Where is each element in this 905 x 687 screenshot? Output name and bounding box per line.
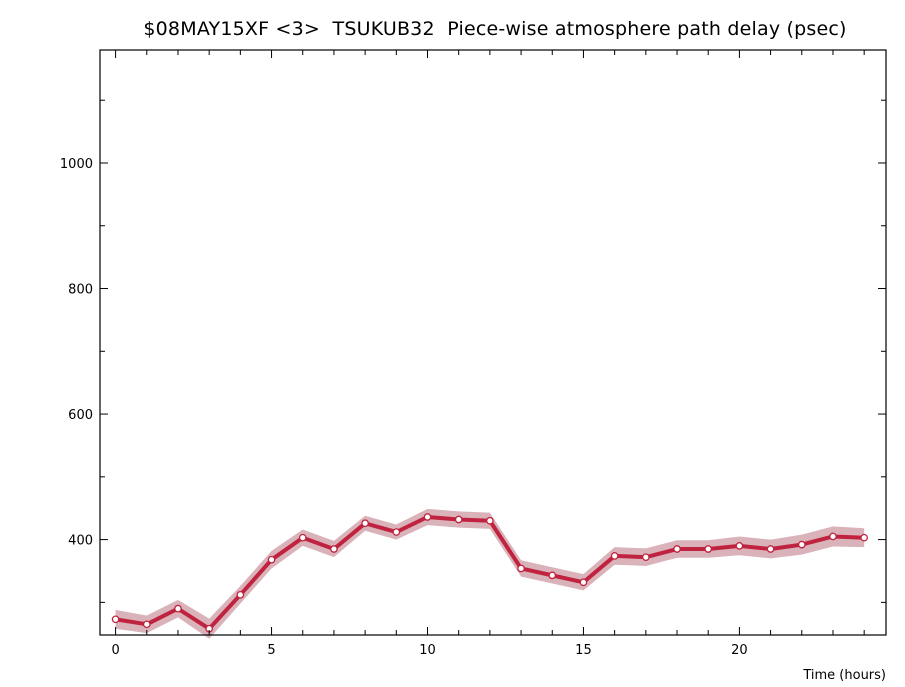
uncertainty-band-layer — [115, 508, 865, 639]
data-point — [423, 513, 432, 521]
data-point — [298, 533, 307, 542]
plot-frame — [99, 49, 887, 636]
data-point — [236, 590, 245, 599]
x-tick-label: 10 — [419, 643, 436, 658]
data-point — [797, 540, 806, 549]
data-point — [142, 620, 151, 629]
data-point — [860, 533, 869, 542]
tick-labels: 0 5 10 15 20 400 600 800 1000 — [60, 157, 748, 658]
data-point — [548, 571, 557, 580]
data-point — [361, 519, 369, 528]
data-point — [330, 545, 338, 553]
data-point — [641, 553, 650, 562]
data-point-layer — [111, 513, 869, 633]
data-point — [486, 516, 494, 525]
data-point — [610, 552, 619, 560]
data-point — [829, 532, 837, 541]
x-axis-label: Time (hours) — [802, 668, 886, 683]
data-point — [704, 545, 713, 553]
x-tick-label: 15 — [575, 643, 592, 658]
chart-title: $08MAY15XF <3> TSUKUB32 Piece-wise atmos… — [143, 18, 847, 40]
data-point — [766, 545, 775, 553]
data-point — [579, 578, 588, 587]
uncertainty-band — [115, 508, 865, 639]
data-point — [517, 564, 525, 573]
data-point — [111, 615, 120, 624]
data-point — [735, 542, 744, 550]
data-point — [673, 545, 681, 553]
data-point — [392, 528, 401, 536]
y-tick-label: 400 — [68, 534, 93, 549]
x-tick-label: 0 — [111, 643, 119, 658]
y-tick-label: 800 — [68, 283, 93, 298]
data-point — [267, 555, 276, 564]
axis-ticks — [100, 50, 886, 635]
x-tick-label: 20 — [731, 643, 748, 658]
y-tick-label: 1000 — [60, 157, 93, 172]
data-point — [454, 515, 463, 524]
y-tick-label: 600 — [68, 408, 93, 423]
data-point — [174, 604, 182, 613]
x-tick-label: 5 — [267, 643, 275, 658]
